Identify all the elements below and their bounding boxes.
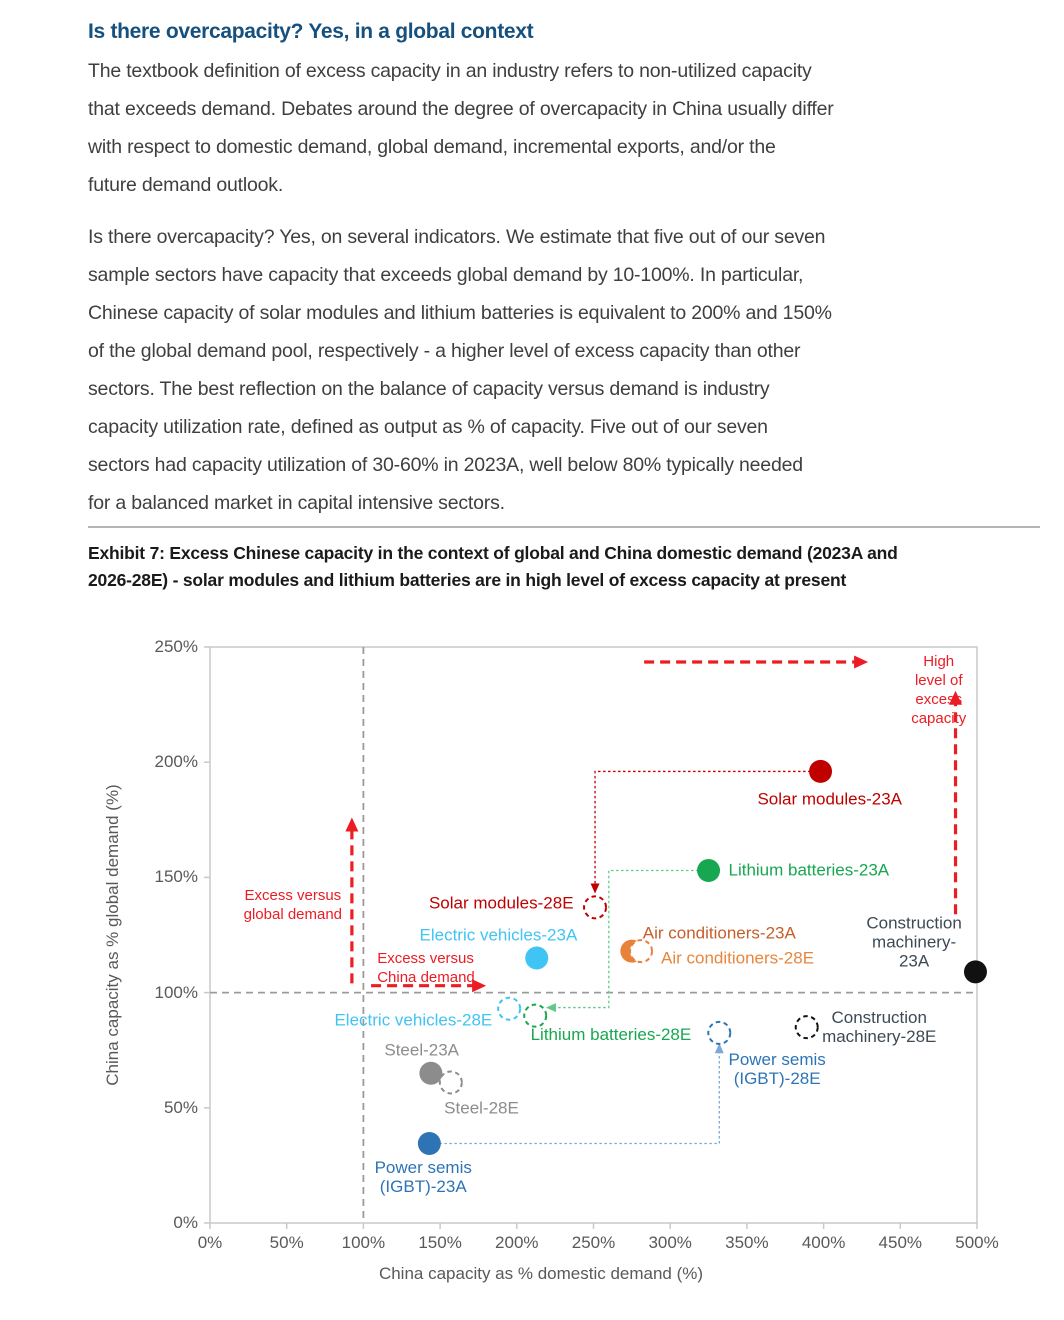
label-lithium-batteries-23a: Lithium batteries-23A — [728, 860, 890, 880]
exhibit-title: Exhibit 7: Excess Chinese capacity in th… — [88, 543, 898, 590]
x-tick-label-2: 100% — [341, 1233, 386, 1252]
excess-global-label: Excess versus global demand — [243, 887, 343, 924]
label-air-conditioners-23a: Air conditioners-23A — [642, 923, 796, 943]
x-tick-label-8: 400% — [801, 1233, 846, 1252]
point-lithium-batteries-23a — [697, 858, 721, 882]
label-electric-vehicles-28e: Electric vehicles-28E — [334, 1010, 493, 1030]
point-solar-modules-28e — [583, 895, 608, 920]
plot-border — [209, 646, 978, 1224]
point-lithium-batteries-28e — [523, 1003, 548, 1028]
point-power-semis-28e — [707, 1020, 732, 1045]
y-tick-label-4: 200% — [154, 752, 198, 772]
excess-china-label: Excess versus China demand — [377, 949, 475, 986]
x-tick-label-1: 50% — [269, 1233, 304, 1252]
body-paragraph-2: Is there overcapacity? Yes, on several i… — [88, 226, 832, 514]
point-power-semis-23a — [417, 1132, 441, 1156]
x-tick-label-9: 450% — [878, 1233, 923, 1252]
point-steel-28e — [438, 1070, 463, 1095]
label-steel-23a: Steel-23A — [384, 1040, 460, 1060]
point-electric-vehicles-28e — [497, 996, 522, 1021]
point-solar-modules-23a — [809, 759, 833, 783]
label-solar-modules-28e: Solar modules-28E — [428, 893, 574, 913]
point-electric-vehicles-23a — [525, 946, 549, 970]
point-steel-23a — [419, 1061, 443, 1085]
label-power-semis-23a: Power semis (IGBT)-23A — [374, 1158, 472, 1197]
excess-global-arrow-arrowhead — [345, 817, 359, 832]
label-electric-vehicles-23a: Electric vehicles-23A — [419, 925, 578, 945]
label-steel-28e: Steel-28E — [444, 1098, 519, 1118]
label-air-conditioners-28e: Air conditioners-28E — [660, 948, 815, 968]
x-tick-label-5: 250% — [571, 1233, 616, 1252]
label-power-semis-28e: Power semis (IGBT)-28E — [728, 1050, 826, 1089]
label-construction-machinery-28e: Construction machinery-28E — [822, 1008, 937, 1047]
excess-china-arrow-arrowhead — [472, 979, 487, 993]
x-tick-label-3: 150% — [418, 1233, 462, 1252]
plot-canvas — [204, 646, 987, 1229]
high-level-label: High level of excess capacity — [911, 652, 967, 727]
x-axis-title: China capacity as % domestic demand (%) — [378, 1264, 704, 1283]
y-tick-label-0: 0% — [173, 1213, 198, 1232]
solar-shift-connector — [594, 770, 821, 887]
power-semis-shift-connector — [429, 1050, 720, 1145]
y-tick-label-3: 150% — [154, 867, 198, 887]
x-tick-label-10: 500% — [955, 1233, 999, 1252]
label-solar-modules-23a: Solar modules-23A — [757, 789, 903, 809]
x-tick-label-7: 350% — [725, 1233, 769, 1252]
label-construction-machinery-23a: Construction machinery-23A — [866, 913, 962, 971]
point-construction-machinery-23a — [963, 960, 987, 984]
solar-shift-connector-arrowhead — [590, 883, 600, 894]
label-lithium-batteries-28e: Lithium batteries-28E — [530, 1024, 692, 1044]
point-construction-machinery-28e — [794, 1015, 819, 1040]
y-axis-title: China capacity as % global demand (%) — [103, 784, 122, 1086]
x-tick-label-0: 0% — [197, 1233, 223, 1252]
y-tick-label-5: 250% — [154, 637, 198, 656]
scatter-chart: China capacity as % domestic demand (%) … — [103, 637, 999, 1283]
section-divider — [88, 526, 1040, 528]
lithium-shift-connector-arrowhead — [545, 1003, 556, 1013]
x-tick-label-4: 200% — [495, 1233, 539, 1252]
point-air-conditioners-28e — [629, 939, 654, 964]
body-paragraph-1: The textbook definition of excess capaci… — [88, 60, 834, 196]
high-excess-arrow-top-arrowhead — [854, 655, 869, 669]
section-heading: Is there overcapacity? Yes, in a global … — [88, 20, 534, 43]
power-semis-shift-connector-arrowhead — [714, 1043, 724, 1054]
y-tick-label-1: 50% — [163, 1097, 198, 1117]
high-excess-arrow-right-arrowhead — [949, 690, 963, 705]
y-tick-label-2: 100% — [154, 982, 198, 1002]
x-tick-label-6: 300% — [648, 1233, 692, 1252]
